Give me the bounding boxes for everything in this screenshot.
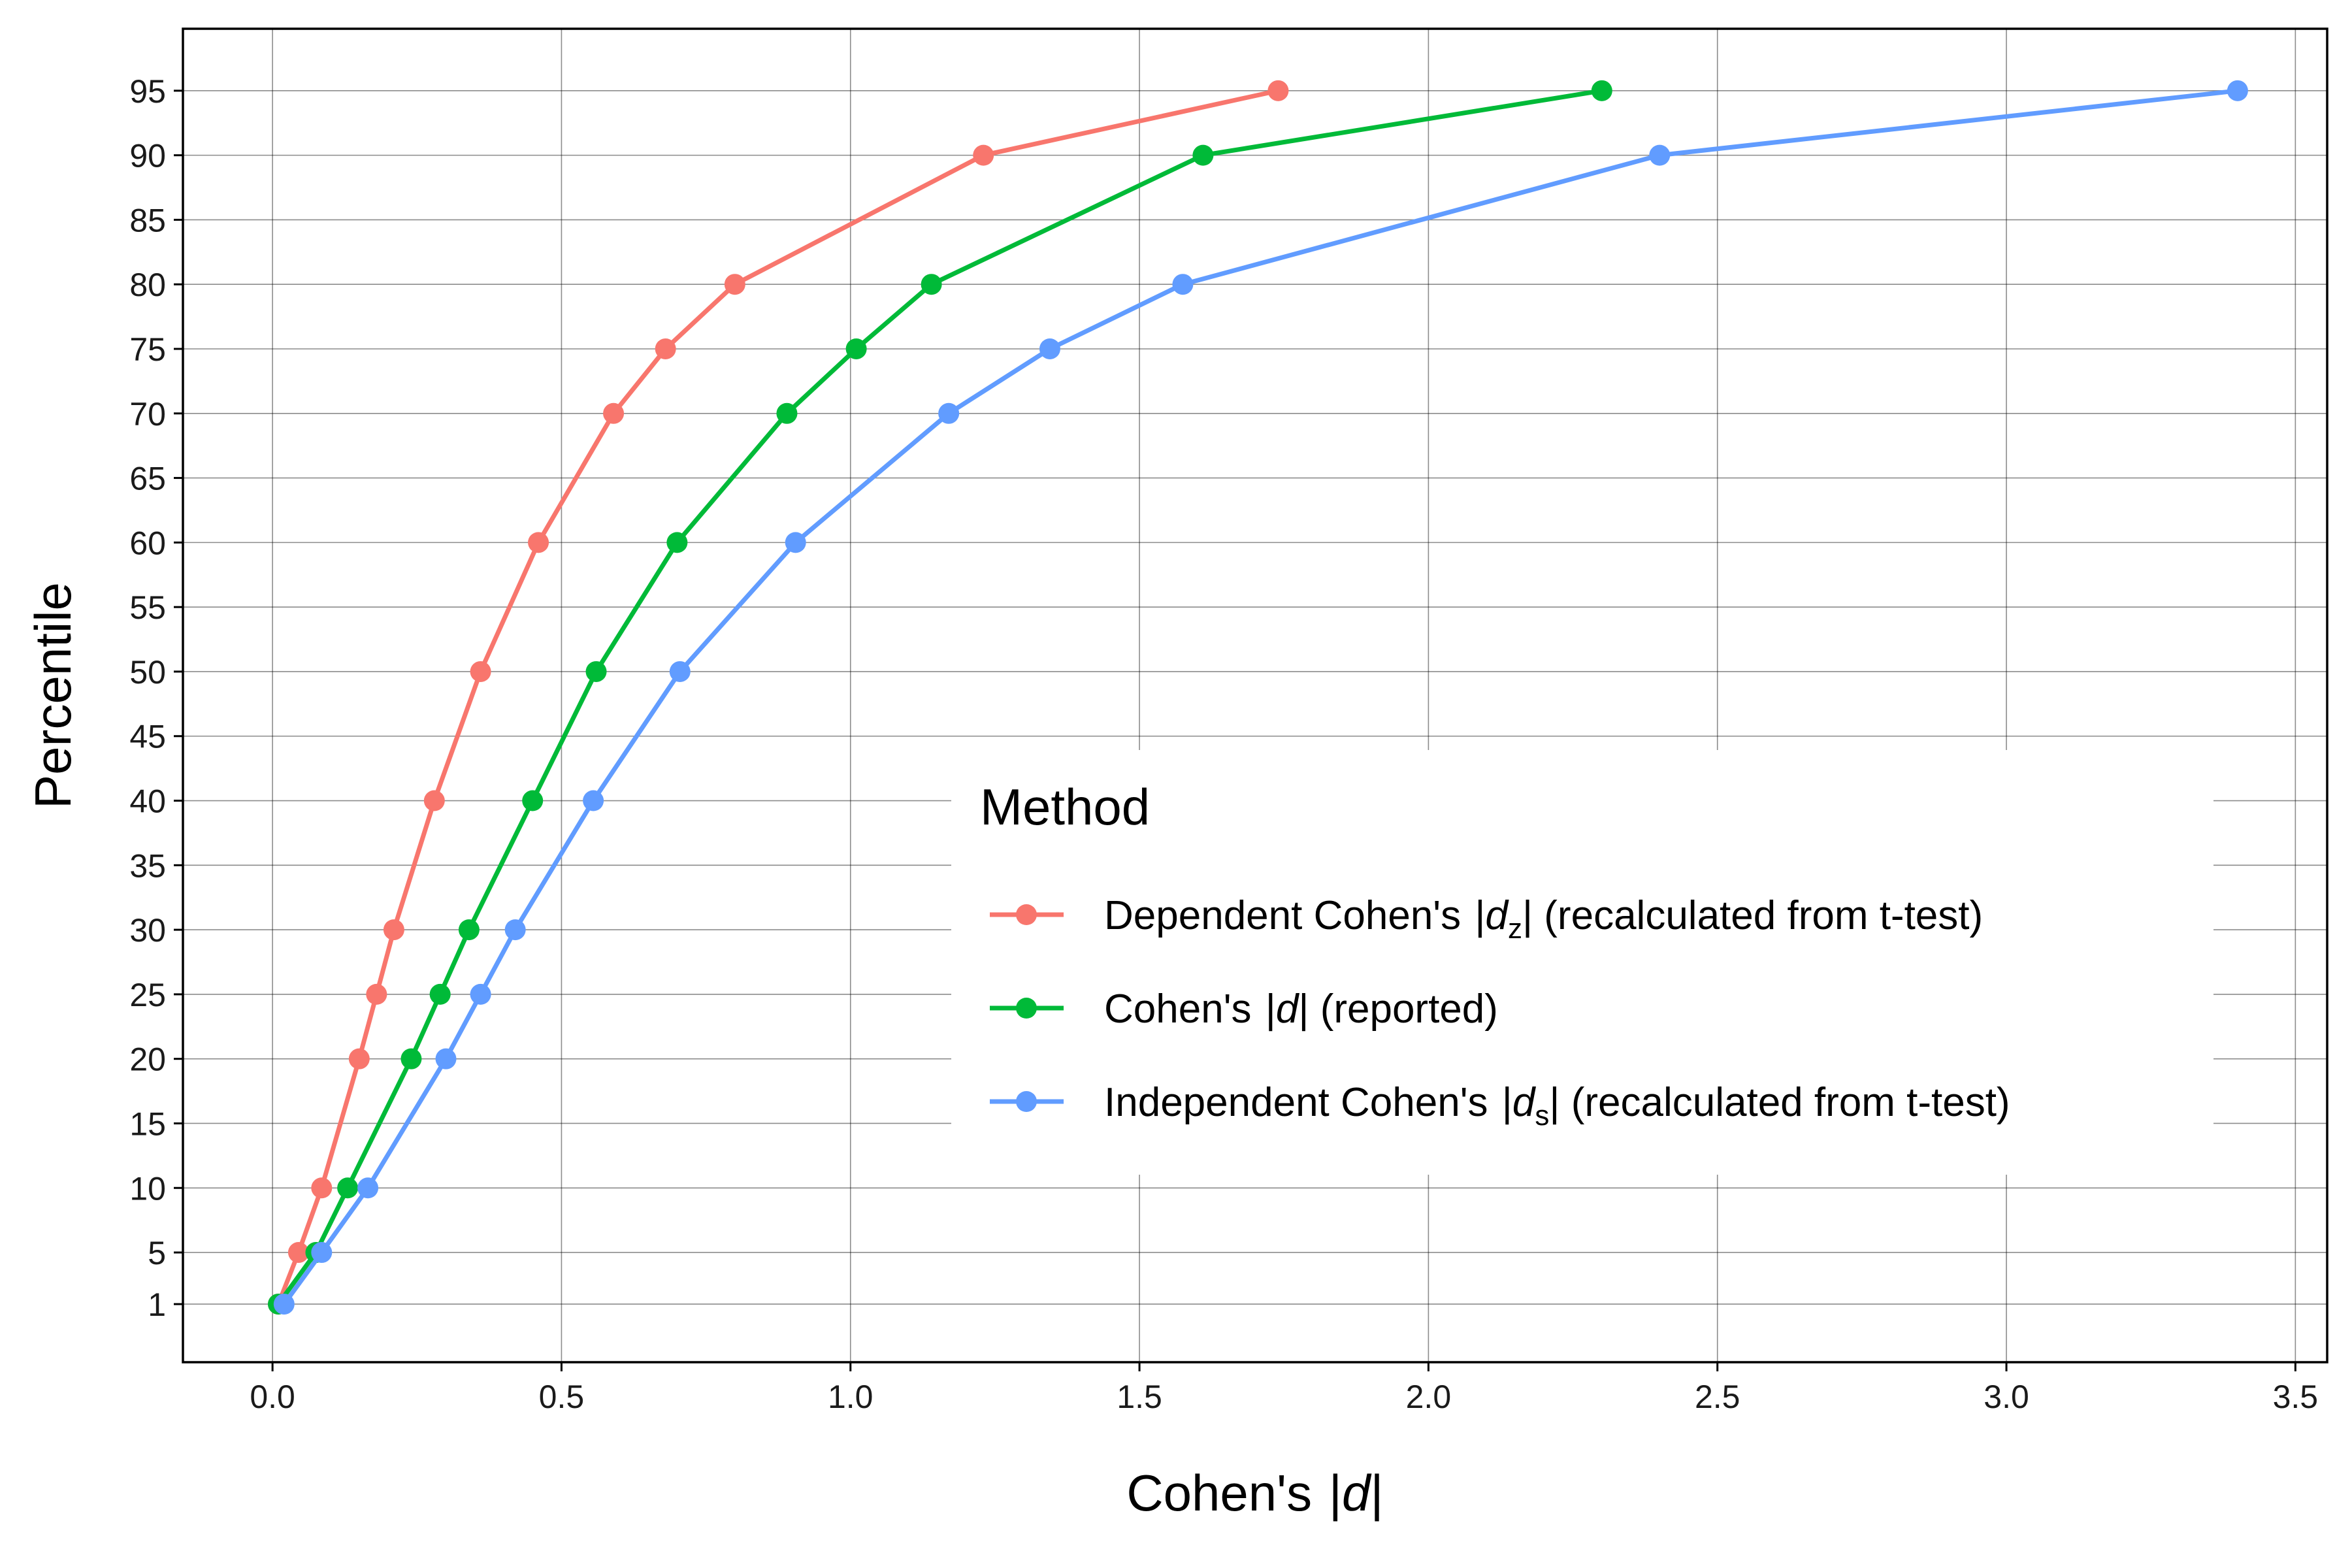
y-tick-label: 10: [129, 1170, 166, 1207]
x-axis-title: Cohen's |d|: [1126, 1464, 1383, 1522]
data-point: [1172, 274, 1194, 295]
data-point: [583, 790, 604, 811]
data-point: [1267, 80, 1289, 101]
data-point: [603, 402, 625, 424]
legend-item: Cohen's |d| (reported): [990, 987, 1498, 1032]
x-axis-title-bar-right: |: [1370, 1464, 1383, 1522]
legend-key-point: [1016, 998, 1037, 1019]
y-tick-label: 1: [148, 1286, 166, 1323]
legend-label: Dependent Cohen's |dz| (recalculated fro…: [1104, 893, 1983, 945]
data-point: [1649, 144, 1671, 166]
y-axis-title: Percentile: [24, 582, 82, 809]
legend-background: [951, 750, 2213, 1175]
data-point: [724, 274, 745, 295]
legend-title: Method: [980, 778, 1150, 836]
data-point: [400, 1048, 422, 1070]
y-tick-label: 15: [129, 1105, 166, 1142]
y-tick-label: 90: [129, 138, 166, 174]
data-point: [655, 338, 676, 359]
legend-item: Independent Cohen's |ds| (recalculated f…: [990, 1080, 2010, 1132]
data-point: [423, 790, 445, 811]
x-axis-title-bar-left: |: [1329, 1464, 1342, 1522]
y-tick-label: 50: [129, 654, 166, 691]
data-point: [470, 661, 491, 682]
y-tick-label: 35: [129, 847, 166, 884]
data-point: [458, 919, 480, 941]
data-point: [785, 532, 806, 553]
legend-item: Dependent Cohen's |dz| (recalculated fro…: [990, 893, 1983, 945]
x-tick-label: 3.5: [2273, 1379, 2319, 1415]
series-line: [282, 88, 2240, 1307]
data-point: [528, 532, 549, 553]
y-tick-label: 20: [129, 1041, 166, 1078]
panel-border: [182, 27, 2328, 1364]
data-point: [357, 1177, 379, 1199]
data-point: [273, 1294, 295, 1315]
data-point: [669, 661, 691, 682]
data-point: [348, 1048, 370, 1070]
data-point: [429, 983, 451, 1005]
y-tick-label: 75: [129, 331, 166, 368]
y-tick-label: 95: [129, 73, 166, 110]
y-tick-label: 85: [129, 202, 166, 238]
y-tick-label: 40: [129, 783, 166, 820]
data-point: [845, 338, 867, 359]
legend-key-point: [1016, 1091, 1037, 1112]
series-layer: [267, 80, 2248, 1315]
data-point: [337, 1177, 359, 1199]
legend-label: Cohen's |d| (reported): [1104, 987, 1498, 1032]
x-tick-label: 3.0: [1984, 1379, 2029, 1415]
legend-label: Independent Cohen's |ds| (recalculated f…: [1104, 1080, 2010, 1132]
data-point: [522, 790, 544, 811]
x-axis-title-variable: d: [1342, 1464, 1372, 1522]
data-point: [383, 919, 404, 941]
y-tick-label: 65: [129, 461, 166, 497]
data-point: [776, 402, 798, 424]
y-tick-label: 70: [129, 396, 166, 433]
legend-key-point: [1016, 904, 1037, 925]
series-line: [276, 88, 1281, 1307]
y-tick-label: 80: [129, 267, 166, 303]
y-tick-label: 45: [129, 719, 166, 755]
data-point: [1039, 338, 1060, 359]
x-tick-label: 2.5: [1695, 1379, 1740, 1415]
data-point: [470, 983, 491, 1005]
series-1: [267, 80, 1289, 1315]
x-tick-label: 0.5: [539, 1379, 585, 1415]
series-3: [273, 80, 2248, 1315]
y-tick-label: 25: [129, 977, 166, 1013]
legend: Method Dependent Cohen's |dz| (recalcula…: [980, 778, 2010, 1132]
data-point: [921, 274, 942, 295]
x-tick-label: 1.0: [828, 1379, 874, 1415]
data-point: [287, 1242, 309, 1264]
x-tick-label: 2.0: [1406, 1379, 1452, 1415]
data-point: [504, 919, 526, 941]
series-line: [276, 88, 1605, 1307]
data-point: [1591, 80, 1612, 101]
data-point: [973, 144, 994, 166]
data-point: [435, 1048, 457, 1070]
data-point: [311, 1177, 333, 1199]
data-point: [666, 532, 688, 553]
x-axis-ticks: 0.0 0.5 1.0 1.5 2.0 2.5 3.0 3.5: [250, 1362, 2318, 1415]
legend-items: Dependent Cohen's |dz| (recalculated fro…: [990, 893, 2010, 1132]
data-point: [311, 1242, 333, 1264]
data-point: [1192, 144, 1214, 166]
data-point: [2227, 80, 2248, 101]
y-tick-label: 30: [129, 912, 166, 949]
y-tick-label: 5: [148, 1235, 166, 1271]
x-tick-label: 1.5: [1117, 1379, 1162, 1415]
x-axis-title-text: Cohen's: [1126, 1464, 1326, 1522]
data-point: [366, 983, 387, 1005]
data-point: [938, 402, 960, 424]
x-tick-label: 0.0: [250, 1379, 295, 1415]
y-tick-label: 60: [129, 525, 166, 561]
data-point: [585, 661, 607, 682]
y-tick-label: 55: [129, 589, 166, 626]
